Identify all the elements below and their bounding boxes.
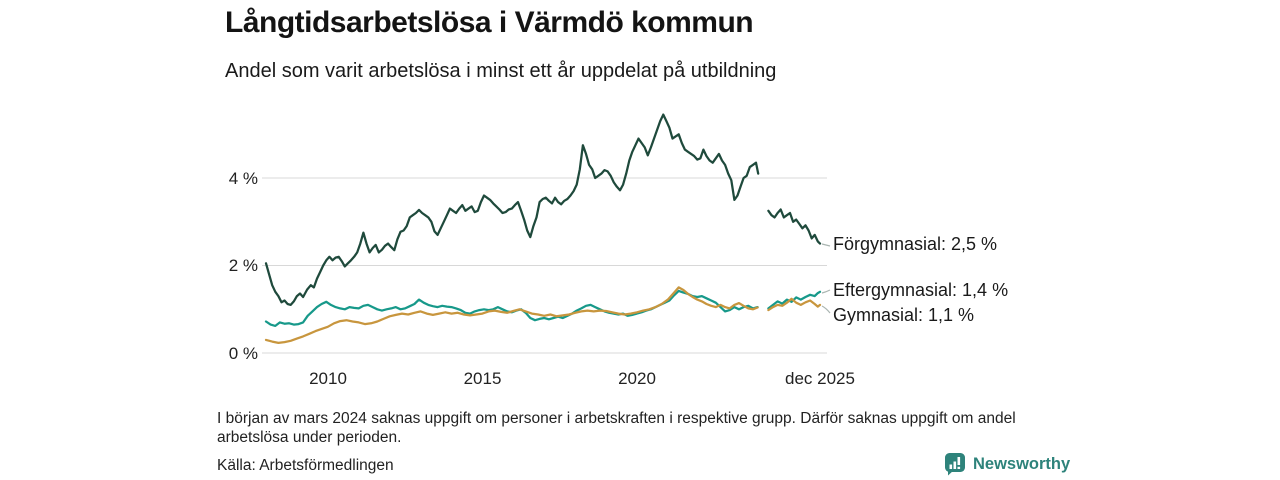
brand-logo: Newsworthy [944,452,1070,476]
footnote: I början av mars 2024 saknas uppgift om … [217,410,1016,446]
label-connector-forgymnasial [821,243,831,247]
x-tick-dec-2025: dec 2025 [785,369,855,388]
x-tick-2010: 2010 [309,369,347,388]
series-label-eftergymnasial: Eftergymnasial: 1,4 % [833,280,1008,300]
series-line-forgymnasial [264,113,822,307]
label-connector-gymnasial [821,305,831,314]
newsworthy-chart-bubble-icon [944,452,966,476]
page-title: Långtidsarbetslösa i Värmdö kommun [225,6,754,39]
x-tick-2015: 2015 [464,369,502,388]
series-label-forgymnasial: Förgymnasial: 2,5 % [833,234,997,254]
y-tick-4: 4 % [229,169,258,188]
y-tick-0: 0 % [229,344,258,363]
page-subtitle: Andel som varit arbetslösa i minst ett å… [225,60,777,82]
x-tick-2020: 2020 [618,369,656,388]
series-line-gymnasial [264,286,822,345]
source-credit: Källa: Arbetsförmedlingen [217,457,394,474]
brand-name: Newsworthy [973,454,1071,473]
chart-svg: 4 % 2 % 0 % 2010 2015 2020 dec 2025 Förg… [229,113,1008,388]
series-label-gymnasial: Gymnasial: 1,1 % [833,305,974,325]
label-connector-eftergymnasial [821,289,831,294]
line-chart: 4 % 2 % 0 % 2010 2015 2020 dec 2025 Förg… [210,100,1070,400]
y-tick-2: 2 % [229,256,258,275]
